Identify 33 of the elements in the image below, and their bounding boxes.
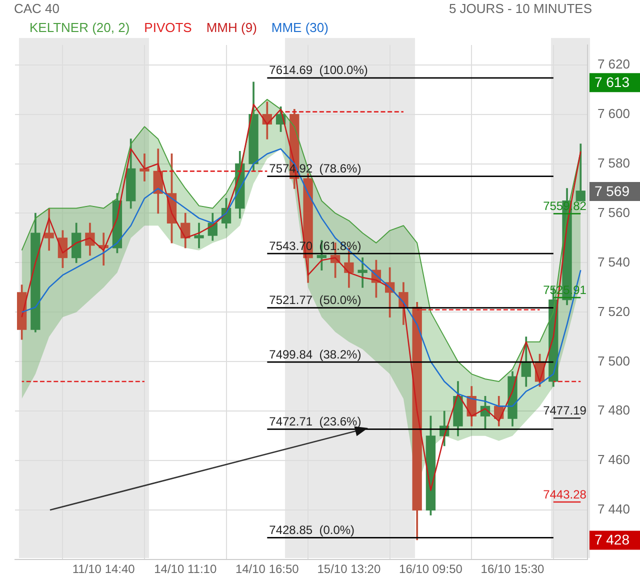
y-tick-label: 7 460 xyxy=(597,452,630,468)
annotation: 7477.19 xyxy=(543,403,587,418)
annotation: 7428.85 (0.0%) xyxy=(269,523,355,538)
y-tick-label: 7 600 xyxy=(597,106,630,121)
y-tick-label: 7 620 xyxy=(597,56,630,72)
x-tick-label: 14/10 11:10 xyxy=(154,562,217,576)
y-tick-label: 7 480 xyxy=(597,402,630,418)
text: KELTNER (20, 2) xyxy=(30,20,130,36)
y2-tick-label: 7 428 xyxy=(594,532,630,548)
y-tick-label: 7 440 xyxy=(597,502,630,517)
chart-subtitle: 5 JOURS - 10 MINUTES xyxy=(448,1,592,16)
y-tick-label: 7 540 xyxy=(597,254,630,270)
x-tick-label: 16/10 09:50 xyxy=(399,562,463,576)
chart-title: CAC 40 xyxy=(14,1,60,16)
y2-tick-label: 7 613 xyxy=(594,74,630,90)
text: MME (30) xyxy=(271,20,328,36)
y-tick-label: 7 580 xyxy=(597,155,630,170)
x-tick-label: 11/10 14:40 xyxy=(72,562,136,576)
x-tick-label: 15/10 13:20 xyxy=(317,562,381,576)
y-tick-label: 7 560 xyxy=(597,204,630,220)
y-tick-label: 7 520 xyxy=(597,304,630,319)
y-tick-label: 7 500 xyxy=(597,353,630,368)
annotation: 7521.77 (50.0%) xyxy=(269,293,362,308)
candlestick xyxy=(194,222,204,248)
annotation: 7499.84 (38.2%) xyxy=(269,347,362,362)
x-tick-label: 14/10 16:50 xyxy=(235,562,300,576)
annotation: 7472.71 (23.6%) xyxy=(269,414,362,429)
y2-tick-label: 7 569 xyxy=(594,182,630,199)
text: MMH (9) xyxy=(206,20,257,36)
x-tick-label: 16/10 15:30 xyxy=(480,562,545,576)
annotation: 7443.28 xyxy=(543,487,587,502)
text: PIVOTS xyxy=(144,20,192,36)
annotation: 7614.69 (100.0%) xyxy=(269,63,368,78)
